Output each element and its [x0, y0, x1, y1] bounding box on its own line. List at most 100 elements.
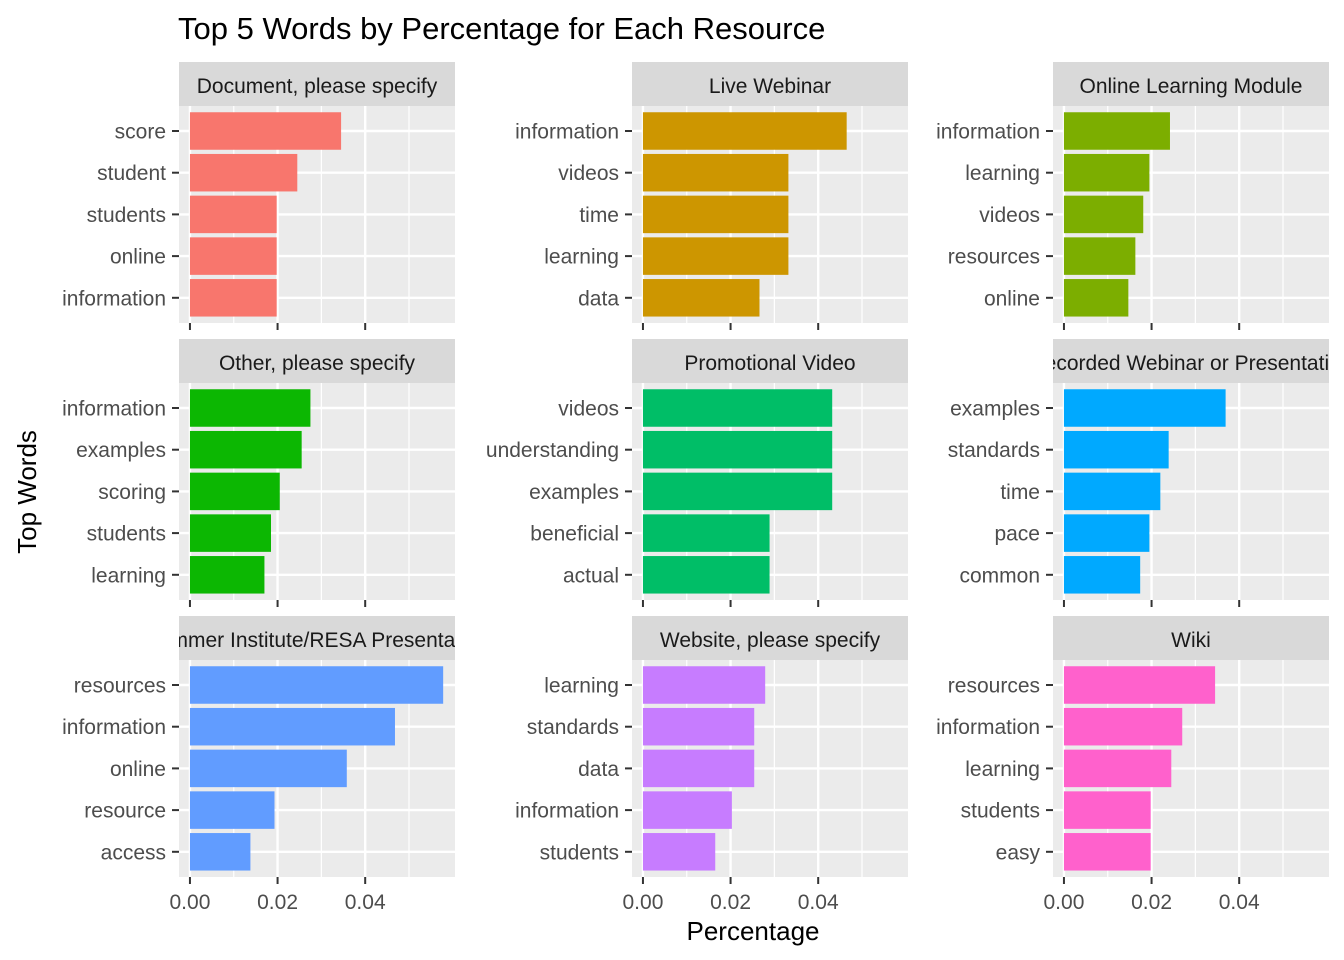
facet-8-x-tick-label: 0.04: [798, 891, 839, 914]
facet-3-y-tick-label: online: [984, 287, 1040, 310]
facet-1-bar-score: [189, 112, 342, 150]
facet-6-bar-common: [1063, 556, 1141, 594]
facet-2-bar-videos: [642, 153, 789, 192]
facet-1-y-tick-label: student: [97, 162, 166, 185]
facet-8-y-tick-label: standards: [527, 716, 619, 739]
facet-5-y-tick-label: examples: [529, 481, 619, 504]
facet-5-bar-examples: [642, 472, 833, 511]
facet-8-y-tick-label: information: [515, 800, 619, 823]
facet-2-strip-label: Live Webinar: [709, 75, 831, 98]
facet-4-bar-learning: [189, 556, 265, 594]
facet-9-bar-information: [1063, 707, 1183, 746]
facet-4-bar-information: [189, 389, 311, 427]
facet-3-strip: [1053, 62, 1329, 106]
facet-7-y-tick-label: access: [101, 841, 166, 864]
facet-4-bar-examples: [189, 430, 302, 469]
y-axis-title: Top Words: [12, 430, 42, 554]
facet-2-bar-learning: [642, 237, 789, 275]
facet-4-strip-label: Other, please specify: [219, 352, 416, 375]
facet-5-strip-label: Promotional Video: [684, 352, 855, 375]
facet-4-y-tick-label: examples: [76, 439, 166, 462]
facet-6-bar-time: [1063, 472, 1161, 511]
facet-5-y-tick-label: videos: [558, 398, 619, 421]
facet-4-panel: Other, please specify information examples…: [62, 339, 455, 607]
facet-5-strip: [632, 339, 908, 383]
facet-6-bar-examples: [1063, 389, 1226, 427]
facet-2-y-tick-label: time: [579, 204, 619, 227]
facet-6-panel: Recorded Webinar or Presentation examples…: [948, 339, 1329, 607]
facet-8-bar-standards: [642, 707, 755, 746]
facet-1-y-tick-label: students: [87, 204, 166, 227]
facet-9-bar-learning: [1063, 749, 1172, 788]
facet-7-bar-information: [189, 707, 395, 746]
facet-9-x-tick-label: 0.00: [1044, 891, 1085, 914]
facet-1-bar-information: [189, 279, 277, 317]
facet-1-bar-student: [189, 153, 298, 192]
facet-2-bar-information: [642, 112, 847, 150]
facet-1-strip-label: Document, please specify: [197, 75, 438, 98]
facet-8-x-tick-label: 0.02: [710, 891, 751, 914]
facet-3-bar-online: [1063, 279, 1129, 317]
facet-1-bar-students: [189, 195, 277, 234]
x-axis-title: Percentage: [687, 916, 820, 946]
facet-6-strip: [1053, 339, 1329, 383]
facet-6-y-tick-label: common: [959, 564, 1040, 587]
facet-2-panel: Live Webinar information videos time learnin…: [515, 62, 908, 330]
facet-2-y-tick-label: data: [578, 287, 619, 310]
facet-4-strip: [179, 339, 455, 383]
facet-9-bar-resources: [1063, 666, 1216, 704]
facet-7-x-tick-label: 0.00: [170, 891, 211, 914]
facet-9-y-tick-label: information: [936, 716, 1040, 739]
facet-9-strip: [1053, 616, 1329, 660]
facet-7-strip: [179, 616, 455, 660]
facet-6-y-tick-label: standards: [948, 439, 1040, 462]
facet-5-y-tick-label: beneficial: [530, 523, 619, 546]
facet-5-panel: Promotional Video videos understanding exam…: [486, 339, 908, 607]
facet-6-y-tick-label: pace: [994, 523, 1040, 546]
facet-2-bar-data: [642, 279, 760, 317]
facet-6-y-tick-label: time: [1000, 481, 1040, 504]
facet-7-y-tick-label: online: [110, 758, 166, 781]
facet-6-bar-pace: [1063, 514, 1150, 552]
facet-7-bar-online: [189, 749, 347, 788]
facet-6-y-tick-label: examples: [950, 398, 1040, 421]
facet-3-y-tick-label: videos: [979, 204, 1040, 227]
facet-3-y-tick-label: learning: [965, 162, 1040, 185]
facet-7-y-tick-label: resources: [74, 675, 166, 698]
facet-panels: Document, please specify score student stud…: [62, 62, 1329, 914]
facet-4-y-tick-label: students: [87, 523, 166, 546]
facet-1-strip: [179, 62, 455, 106]
facet-1-y-tick-label: information: [62, 287, 166, 310]
facet-4-bar-students: [189, 514, 271, 552]
facet-9-bar-easy: [1063, 833, 1151, 871]
facet-8-strip-label: Website, please specify: [660, 629, 881, 652]
facet-9-y-tick-label: learning: [965, 758, 1040, 781]
facet-4-bar-scoring: [189, 472, 280, 511]
facet-9-x-tick-label: 0.02: [1131, 891, 1172, 914]
facet-5-y-tick-label: understanding: [486, 439, 619, 462]
facet-8-y-tick-label: learning: [544, 675, 619, 698]
facet-3-y-tick-label: resources: [948, 246, 1040, 269]
facet-2-y-tick-label: information: [515, 121, 619, 144]
facet-5-bar-actual: [642, 556, 770, 594]
facet-6-bar-standards: [1063, 430, 1169, 469]
facet-3-panel: Online Learning Module information learnin…: [936, 62, 1329, 330]
facet-3-bar-information: [1063, 112, 1170, 150]
facet-7-y-tick-label: information: [62, 716, 166, 739]
facet-3-bar-videos: [1063, 195, 1144, 234]
facet-3-strip-label: Online Learning Module: [1080, 75, 1303, 98]
facet-1-y-tick-label: score: [115, 121, 166, 144]
facet-5-bar-videos: [642, 389, 833, 427]
facet-9-panel: Wiki resources information learning students…: [936, 616, 1329, 914]
facet-8-x-tick-label: 0.00: [623, 891, 664, 914]
facet-9-y-tick-label: easy: [996, 841, 1041, 864]
facet-2-strip: [632, 62, 908, 106]
facet-3-bar-learning: [1063, 153, 1150, 192]
facet-9-strip-label: Wiki: [1171, 629, 1211, 652]
facet-7-y-tick-label: resource: [84, 800, 166, 823]
facet-3-y-tick-label: information: [936, 121, 1040, 144]
facet-8-bar-data: [642, 749, 755, 788]
facet-1-y-tick-label: online: [110, 246, 166, 269]
facet-3-bar-resources: [1063, 237, 1136, 275]
